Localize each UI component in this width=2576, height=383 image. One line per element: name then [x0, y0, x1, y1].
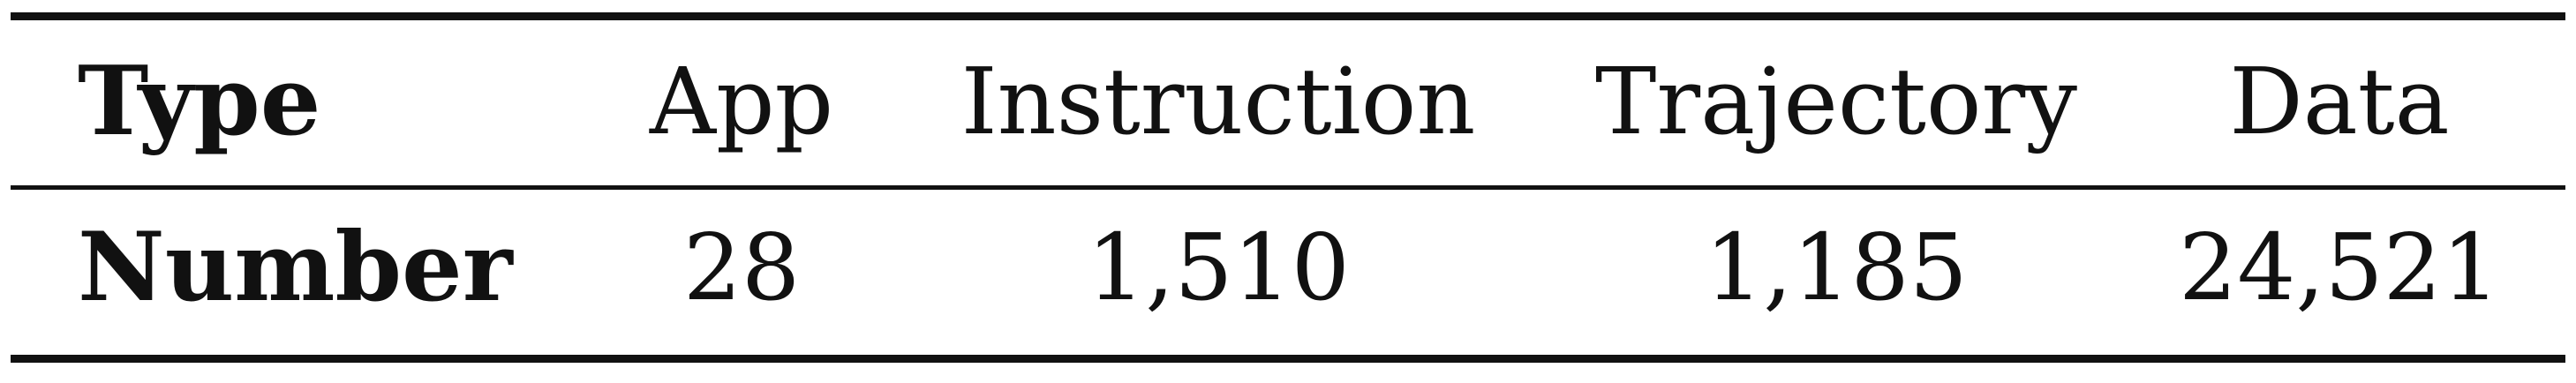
table-mid-rule: [11, 185, 2565, 190]
table-top-rule: [11, 12, 2565, 20]
cell-app-count: 28: [682, 214, 801, 321]
cell-data-count: 24,521: [2179, 214, 2500, 321]
row-label-number: Number: [78, 212, 513, 323]
table-row: Number 28 1,510 1,185 24,521: [0, 201, 2576, 334]
table-header-row: Type App Instruction Trajectory Data: [0, 35, 2576, 168]
table-bottom-rule: [11, 355, 2565, 363]
column-header-data: Data: [2229, 48, 2450, 155]
cell-trajectory-count: 1,185: [1705, 214, 1968, 321]
cell-instruction-count: 1,510: [1087, 214, 1350, 321]
column-header-trajectory: Trajectory: [1595, 48, 2077, 155]
column-header-app: App: [649, 48, 834, 155]
column-header-instruction: Instruction: [960, 48, 1476, 155]
header-label-type: Type: [78, 46, 321, 157]
